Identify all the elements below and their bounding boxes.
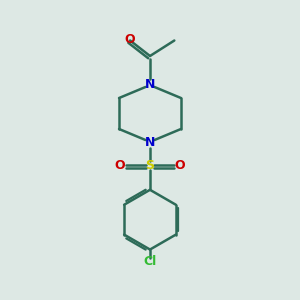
Text: N: N [145, 136, 155, 149]
Text: O: O [175, 159, 185, 172]
Text: N: N [145, 78, 155, 91]
Text: O: O [125, 33, 135, 46]
Text: Cl: Cl [143, 255, 157, 268]
Text: S: S [146, 159, 154, 172]
Text: O: O [115, 159, 125, 172]
